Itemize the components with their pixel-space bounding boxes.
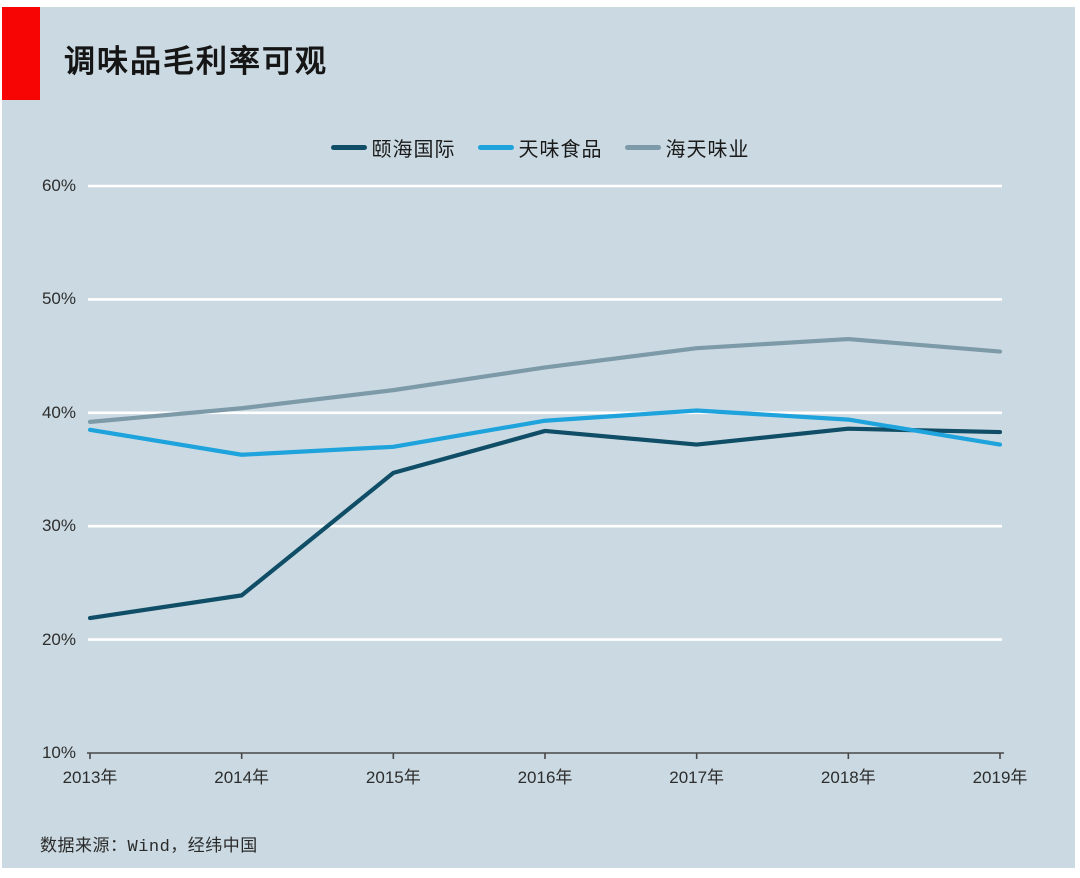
legend-swatch (330, 145, 367, 150)
chart-title: 调味品毛利率可观 (64, 44, 328, 79)
source-note: 数据来源：Wind，经纬中国 (40, 838, 258, 857)
x-tick-label: 2016年 (517, 768, 573, 787)
x-tick-label: 2019年 (972, 768, 1028, 787)
x-tick-label: 2017年 (669, 768, 725, 787)
legend-item: 海天味业 (624, 133, 750, 162)
x-tick-label: 2014年 (214, 768, 270, 787)
chart-panel (2, 7, 1075, 868)
legend-swatch (624, 145, 661, 150)
legend-label: 天味食品 (518, 139, 603, 161)
legend-item: 天味食品 (477, 133, 603, 162)
series-line-2 (87, 336, 1003, 424)
series-line-0 (87, 426, 1003, 621)
x-tick-label: 2013年 (62, 768, 118, 787)
y-tick-label: 40% (41, 402, 76, 422)
legend-swatch (477, 145, 514, 150)
y-tick-label: 30% (41, 516, 76, 536)
x-tick-label: 2015年 (365, 768, 421, 787)
legend-item: 颐海国际 (330, 133, 456, 162)
y-tick-label: 10% (41, 743, 76, 762)
red-accent-block (2, 7, 40, 100)
y-tick-label: 60% (41, 176, 76, 195)
y-tick-label: 20% (41, 629, 76, 649)
legend-label: 海天味业 (665, 139, 750, 161)
x-tick-label: 2018年 (820, 768, 876, 787)
series-line-1 (87, 408, 1003, 457)
legend: 颐海国际 天味食品 海天味业 (0, 133, 1080, 162)
legend-label: 颐海国际 (371, 139, 456, 161)
y-tick-label: 50% (41, 289, 76, 309)
